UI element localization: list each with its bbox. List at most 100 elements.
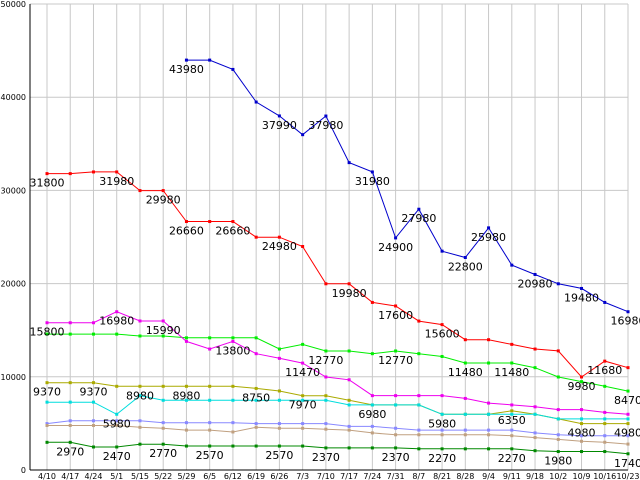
series-line <box>186 59 629 313</box>
data-point <box>347 282 351 286</box>
data-label: 31980 <box>99 175 134 188</box>
data-point <box>68 332 72 336</box>
data-point <box>45 381 49 385</box>
data-point <box>184 444 188 448</box>
x-tick-label: 7/17 <box>340 472 358 480</box>
data-point <box>533 431 537 435</box>
data-label: 16980 <box>611 315 640 328</box>
data-point <box>301 342 305 346</box>
data-point <box>533 347 537 351</box>
data-label: 17600 <box>378 309 413 322</box>
data-label: 13800 <box>215 344 250 357</box>
data-point <box>45 423 49 427</box>
data-point <box>370 424 374 428</box>
data-point <box>556 349 560 353</box>
data-label: 11480 <box>494 366 529 379</box>
data-point <box>208 444 212 448</box>
data-point <box>231 444 235 448</box>
data-point <box>208 336 212 340</box>
data-point <box>301 422 305 426</box>
y-tick-label: 20000 <box>1 280 26 289</box>
data-point <box>463 428 467 432</box>
data-point <box>161 442 165 446</box>
x-tick-label: 6/12 <box>224 472 242 480</box>
series-line <box>47 395 628 420</box>
data-point <box>138 334 142 338</box>
data-point <box>68 321 72 325</box>
data-point <box>208 384 212 388</box>
data-point <box>184 220 188 224</box>
data-point <box>254 386 258 390</box>
data-point <box>347 161 351 165</box>
data-point <box>68 423 72 427</box>
data-point <box>394 236 398 240</box>
data-label: 2570 <box>265 449 293 462</box>
data-label: 2370 <box>382 451 410 464</box>
data-point <box>440 447 444 451</box>
data-point <box>184 421 188 425</box>
data-point <box>138 419 142 423</box>
data-label: 24980 <box>262 240 297 253</box>
data-point <box>626 434 630 438</box>
data-point <box>184 339 188 343</box>
data-point <box>533 412 537 416</box>
data-point <box>208 398 212 402</box>
data-point <box>347 398 351 402</box>
data-point <box>138 384 142 388</box>
data-point <box>277 444 281 448</box>
data-point <box>347 378 351 382</box>
series-line <box>47 441 629 455</box>
data-point <box>510 342 514 346</box>
data-point <box>370 403 374 407</box>
x-tick-label: 7/31 <box>387 472 405 480</box>
data-point <box>487 447 491 451</box>
data-point <box>277 356 281 360</box>
data-point <box>324 422 328 426</box>
data-label: 11680 <box>587 364 622 377</box>
data-point <box>626 412 630 416</box>
data-point <box>301 444 305 448</box>
data-point <box>254 422 258 426</box>
data-point <box>440 394 444 398</box>
data-point <box>254 444 258 448</box>
x-tick-label: 7/24 <box>363 472 381 480</box>
data-point <box>370 300 374 304</box>
data-point <box>556 433 560 437</box>
data-point <box>463 256 467 260</box>
data-point <box>394 426 398 430</box>
data-point <box>91 332 95 336</box>
data-point <box>580 422 584 426</box>
data-point <box>487 401 491 405</box>
data-label: 8470 <box>614 394 640 407</box>
data-label: 1740 <box>614 457 640 470</box>
data-point <box>254 235 258 239</box>
data-point <box>463 338 467 342</box>
data-point <box>277 398 281 402</box>
data-label: 2270 <box>428 452 456 465</box>
series-line <box>47 171 629 378</box>
data-point <box>440 354 444 358</box>
data-point <box>254 336 258 340</box>
x-tick-label: 6/26 <box>270 472 288 480</box>
data-point <box>347 424 351 428</box>
data-point <box>580 380 584 384</box>
data-point <box>394 304 398 308</box>
y-tick-label: 30000 <box>1 186 26 195</box>
data-label: 12770 <box>378 354 413 367</box>
data-point <box>510 361 514 365</box>
data-label: 15600 <box>425 328 460 341</box>
data-point <box>510 434 514 438</box>
data-point <box>91 381 95 385</box>
data-point <box>487 428 491 432</box>
data-point <box>487 338 491 342</box>
data-point <box>394 433 398 437</box>
data-point <box>184 384 188 388</box>
data-point <box>510 412 514 416</box>
data-point <box>370 170 374 174</box>
data-point <box>417 428 421 432</box>
data-point <box>347 446 351 450</box>
data-point <box>231 67 235 71</box>
data-point <box>138 394 142 398</box>
data-label: 2970 <box>56 445 84 458</box>
data-point <box>254 398 258 402</box>
